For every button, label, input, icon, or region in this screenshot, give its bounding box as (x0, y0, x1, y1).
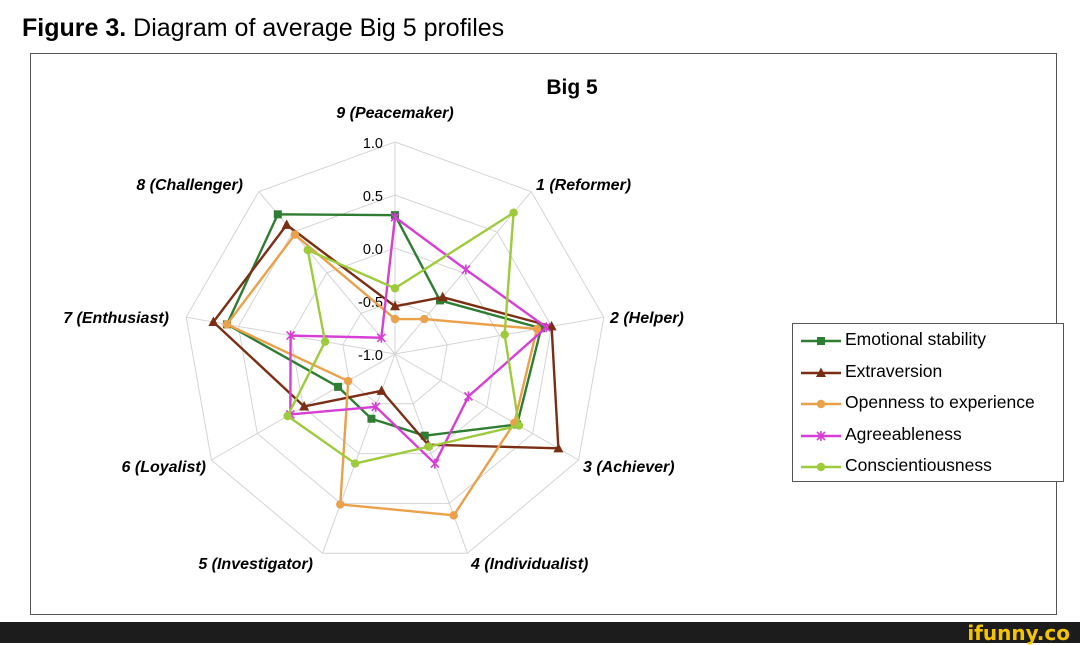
series-openness-to-experience (222, 230, 542, 520)
data-point-marker (463, 391, 474, 402)
data-point-marker (336, 500, 345, 509)
tick-label: 0.0 (363, 242, 383, 258)
data-point-marker (816, 462, 826, 472)
legend-symbol (801, 337, 841, 345)
grid-ring (342, 300, 448, 405)
chart-frame: Big 5 9 (Peacemaker) 1 (Reformer) 2 (Helper… (30, 53, 1064, 615)
axis-label: 9 (Peacemaker) (336, 105, 453, 122)
grid-spoke (258, 191, 396, 355)
chart-title: Big 5 (546, 76, 598, 99)
grid-ring (185, 141, 605, 554)
series-line (212, 223, 560, 450)
legend-symbol (801, 399, 841, 409)
data-point-marker (222, 320, 232, 329)
data-point-marker (437, 291, 448, 302)
data-point-marker (273, 210, 282, 219)
grid-ring (237, 194, 553, 504)
data-point-marker (461, 264, 471, 275)
data-point-marker (541, 322, 551, 333)
data-point-marker (816, 430, 826, 441)
axis-label: 2 (Helper) (609, 310, 684, 327)
data-point-marker (420, 314, 429, 324)
data-point-marker (500, 330, 509, 339)
data-point-marker (343, 376, 353, 386)
watermark-bar: ifunny.co (0, 621, 1080, 645)
data-point-marker (320, 337, 330, 346)
legend-item: Conscientiousness (793, 452, 1063, 478)
legend-item: Openness to experience (793, 389, 1063, 415)
data-point-marker (367, 414, 376, 423)
data-point-marker (350, 459, 360, 468)
legend-item: Agreeableness (793, 421, 1063, 447)
data-point-marker (546, 320, 557, 331)
legend-symbol (801, 430, 841, 441)
data-point-marker (299, 400, 310, 411)
data-point-marker (532, 324, 542, 334)
figure-label: Figure 3. (22, 14, 127, 42)
grid-spoke (394, 353, 579, 461)
data-point-marker (553, 442, 564, 453)
legend-label: Conscientiousness (845, 455, 992, 475)
data-point-marker (390, 212, 400, 223)
legend-item: Extraversion (793, 358, 1063, 384)
data-point-marker (376, 385, 387, 395)
series-line (286, 211, 521, 465)
legend-item: Emotional stability (793, 326, 1063, 352)
legend-label: Agreeableness (845, 423, 962, 444)
data-point-marker (817, 337, 825, 345)
legend-symbol (801, 367, 841, 377)
axis-label: 4 (Individualist) (470, 556, 588, 573)
legend-label: Extraversion (845, 360, 943, 381)
axis-label: 8 (Challenger) (136, 177, 243, 194)
data-point-marker (430, 458, 440, 469)
figure-caption: Diagram of average Big 5 profiles (133, 14, 505, 42)
grid-spoke (394, 353, 468, 554)
data-point-marker (286, 330, 296, 341)
data-point-marker (816, 367, 826, 377)
data-point-marker (371, 401, 381, 412)
tick-label: 0.5 (363, 189, 383, 205)
axis-label: 1 (Reformer) (536, 177, 631, 194)
data-point-marker (816, 399, 826, 409)
tick-label: -0.5 (358, 295, 383, 311)
data-point-marker (390, 314, 400, 324)
axis-label: 7 (Enthusiast) (63, 310, 169, 327)
grid-spoke (394, 316, 604, 355)
data-point-marker (424, 442, 433, 451)
data-point-marker (208, 316, 219, 326)
legend-symbol (801, 462, 841, 472)
grid-spoke (322, 353, 396, 554)
data-point-marker (449, 511, 458, 520)
data-point-marker (537, 324, 546, 333)
data-point-marker (509, 208, 518, 217)
data-point-marker (290, 230, 300, 239)
series-conscientiousness (283, 208, 524, 468)
data-point-marker (334, 382, 343, 391)
data-point-marker (281, 219, 292, 229)
axis-label: 5 (Investigator) (198, 556, 313, 573)
tick-label: -1.0 (358, 348, 383, 364)
axis-label: 6 (Loyalist) (122, 459, 206, 476)
data-point-marker (390, 284, 400, 293)
data-point-marker (420, 431, 429, 440)
axis-label: 3 (Achiever) (583, 459, 675, 476)
watermark-logo: ifunny.co (967, 621, 1070, 645)
data-point-marker (283, 411, 292, 421)
data-point-marker (514, 421, 524, 430)
data-point-marker (390, 300, 400, 311)
series-line (225, 233, 539, 517)
figure-title: Figure 3. Diagram of average Big 5 profi… (22, 14, 504, 43)
legend-label: Openness to experience (845, 392, 1035, 412)
radar-chart: Big 5 9 (Peacemaker) 1 (Reformer) 2 (Helper… (63, 76, 684, 573)
legend-label: Emotional stability (845, 329, 987, 349)
tick-label: 1.0 (363, 136, 383, 152)
data-point-marker (376, 332, 386, 343)
data-point-marker (303, 245, 312, 255)
chart-legend: Emotional stability Extraversion Openness … (792, 323, 1064, 482)
